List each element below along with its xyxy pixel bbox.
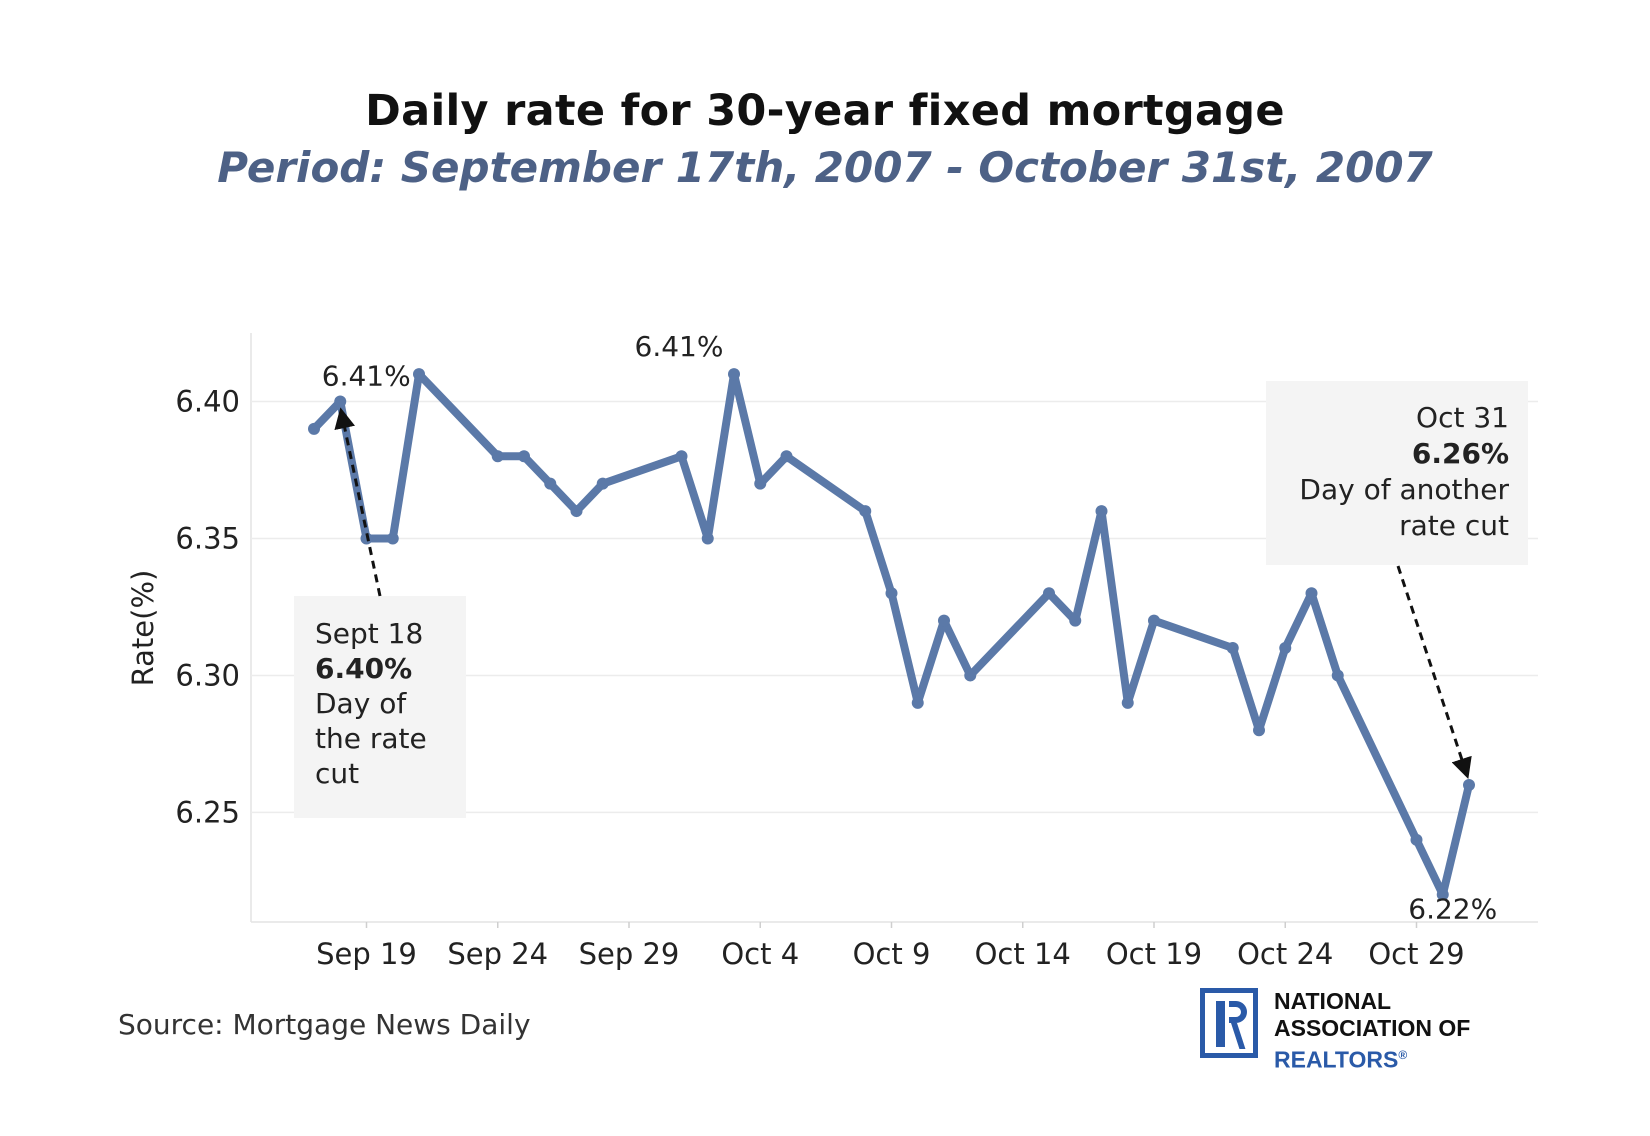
rate-data-point bbox=[1095, 505, 1108, 518]
source-note: Source: Mortgage News Daily bbox=[118, 1008, 531, 1041]
chart-subtitle: Period: September 17th, 2007 - October 3… bbox=[217, 143, 1433, 192]
annotation-box-sept-18 bbox=[294, 596, 466, 818]
annotation-sept-18-line: Day of bbox=[315, 687, 407, 720]
data-point-label: 6.41% bbox=[322, 359, 411, 392]
y-axis-title: Rate(%) bbox=[126, 570, 160, 687]
annotation-oct-31-line: Day of another bbox=[1299, 473, 1509, 506]
rate-data-point bbox=[1305, 587, 1318, 600]
rate-data-point bbox=[1148, 614, 1160, 627]
rate-data-point bbox=[1331, 669, 1344, 682]
y-tick-label: 6.25 bbox=[175, 795, 240, 829]
annotation-arrow-sept-18 bbox=[334, 407, 382, 597]
annotation-oct-31-line: 6.26% bbox=[1412, 437, 1509, 470]
logo-line-2: ASSOCIATION OF bbox=[1274, 1015, 1471, 1041]
annotation-box-oct-31 bbox=[1266, 381, 1528, 565]
rate-data-point bbox=[964, 669, 977, 682]
rate-data-point bbox=[1253, 724, 1265, 737]
rate-data-point bbox=[518, 450, 530, 463]
x-tick-label: Oct 29 bbox=[1368, 937, 1464, 971]
x-tick-label: Oct 9 bbox=[853, 937, 931, 971]
rate-data-point bbox=[491, 450, 504, 463]
x-tick-label: Oct 19 bbox=[1106, 937, 1202, 971]
rate-data-point bbox=[334, 395, 347, 408]
logo-line-1: NATIONAL bbox=[1274, 988, 1392, 1014]
annotation-oct-31-line: Oct 31 bbox=[1416, 401, 1509, 434]
rate-data-point bbox=[413, 368, 425, 381]
rate-data-point bbox=[1436, 888, 1449, 901]
logo-line-3: REALTORS® bbox=[1274, 1046, 1408, 1073]
rate-data-point bbox=[386, 532, 399, 545]
rate-data-point bbox=[308, 422, 320, 435]
rate-data-point bbox=[596, 477, 609, 490]
logo-text: NATIONAL ASSOCIATION OF REALTORS® bbox=[1274, 988, 1470, 1074]
annotation-sept-18-line: cut bbox=[315, 757, 359, 790]
annotation-sept-18-line: Sept 18 bbox=[315, 617, 423, 650]
rate-data-point bbox=[1463, 779, 1475, 792]
nar-logo: NATIONAL ASSOCIATION OF REALTORS® bbox=[1200, 988, 1500, 1073]
rate-data-point bbox=[780, 450, 793, 463]
chart-title: Daily rate for 30-year fixed mortgage bbox=[365, 86, 1285, 136]
data-point-label: 6.22% bbox=[1408, 893, 1497, 926]
x-tick-label: Sep 19 bbox=[316, 937, 417, 971]
rate-data-point bbox=[570, 505, 583, 518]
data-point-label: 6.41% bbox=[635, 330, 724, 363]
rate-data-point bbox=[1226, 642, 1239, 655]
rate-data-point bbox=[1279, 642, 1292, 655]
y-tick-label: 6.40 bbox=[175, 384, 240, 418]
x-tick-label: Oct 24 bbox=[1237, 937, 1333, 971]
x-tick-label: Oct 14 bbox=[975, 937, 1071, 971]
rate-data-point bbox=[938, 614, 950, 627]
rate-data-point bbox=[1043, 587, 1055, 600]
annotation-sept-18-line: 6.40% bbox=[315, 652, 412, 685]
x-tick-label: Sep 24 bbox=[447, 937, 548, 971]
rate-data-point bbox=[1121, 696, 1134, 709]
rate-data-point bbox=[754, 477, 767, 490]
rate-data-point bbox=[911, 696, 924, 709]
rate-data-point bbox=[544, 477, 557, 490]
annotation-arrow-oct-31 bbox=[1396, 565, 1472, 780]
y-tick-label: 6.30 bbox=[175, 658, 240, 692]
rate-data-point bbox=[885, 587, 898, 600]
realtor-r-icon bbox=[1200, 988, 1258, 1058]
x-tick-label: Sep 29 bbox=[579, 937, 680, 971]
rate-data-point bbox=[728, 368, 740, 381]
rate-data-point bbox=[1069, 614, 1082, 627]
annotation-oct-31-line: rate cut bbox=[1399, 509, 1509, 542]
rate-data-point bbox=[701, 532, 714, 545]
annotation-sept-18-line: the rate bbox=[315, 722, 427, 755]
rate-data-point bbox=[1410, 833, 1423, 846]
rate-data-point bbox=[675, 450, 688, 463]
x-tick-label: Oct 4 bbox=[721, 937, 799, 971]
rate-data-point bbox=[859, 505, 872, 518]
y-tick-label: 6.35 bbox=[175, 521, 240, 555]
